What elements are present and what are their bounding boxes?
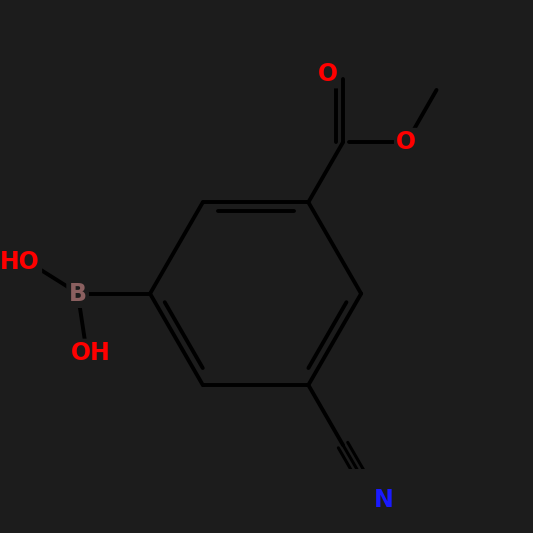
Text: HO: HO: [0, 250, 40, 274]
Text: OH: OH: [71, 341, 111, 365]
Text: O: O: [318, 62, 338, 86]
Text: O: O: [397, 130, 416, 154]
Text: B: B: [69, 281, 87, 305]
Text: N: N: [374, 488, 394, 512]
